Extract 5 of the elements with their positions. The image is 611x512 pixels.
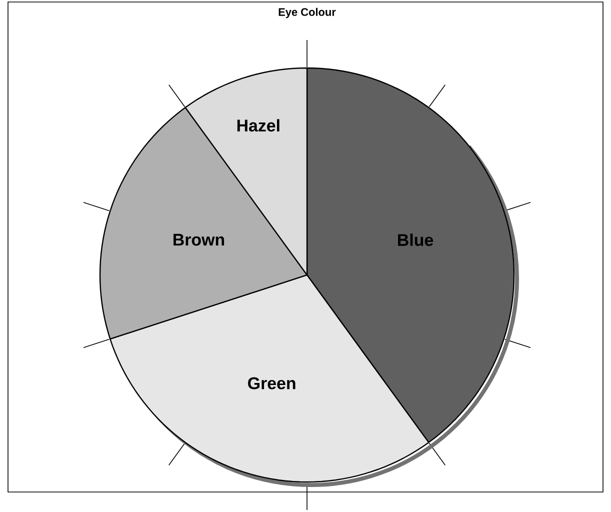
- slice-label: Blue: [398, 234, 434, 246]
- chart-title: Eye Colour: [278, 8, 336, 18]
- slice-label: Green: [248, 377, 296, 390]
- slice-label: Brown: [174, 234, 224, 246]
- slice-label: Hazel: [237, 119, 280, 132]
